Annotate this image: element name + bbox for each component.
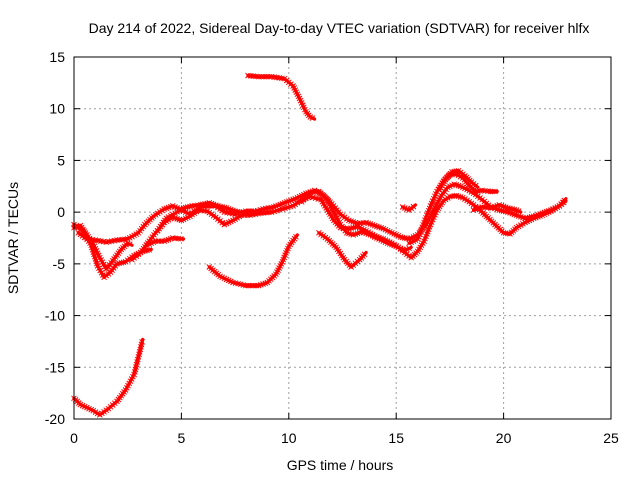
x-tick-label: 5 xyxy=(178,430,186,446)
data-point xyxy=(182,204,189,211)
x-tick-label: 20 xyxy=(496,430,512,446)
data-point xyxy=(200,201,206,208)
data-point xyxy=(255,73,262,80)
data-point xyxy=(505,205,511,211)
data-point xyxy=(477,187,483,194)
data-point xyxy=(348,225,354,232)
y-tick-label: -20 xyxy=(45,411,65,427)
series-track-14 xyxy=(436,167,480,193)
data-point xyxy=(261,73,267,80)
chart-title: Day 214 of 2022, Sidereal Day-to-day VTE… xyxy=(89,20,590,36)
data-point xyxy=(146,247,153,253)
data-point xyxy=(500,208,507,214)
y-tick-label: -5 xyxy=(53,256,66,272)
y-tick-label: 10 xyxy=(49,101,65,117)
x-axis-label: GPS time / hours xyxy=(287,457,394,473)
data-point xyxy=(232,208,238,214)
series-track-1 xyxy=(71,337,145,418)
data-point xyxy=(522,215,528,222)
series-track-5 xyxy=(399,203,418,213)
plot-frame xyxy=(73,56,612,420)
data-point xyxy=(242,282,249,289)
series-track-3 xyxy=(206,233,299,289)
data-point xyxy=(361,251,368,258)
data-point xyxy=(401,235,408,241)
grid-layer xyxy=(74,57,611,419)
data-point xyxy=(253,282,260,289)
data-point xyxy=(397,234,404,240)
data-point xyxy=(250,282,257,289)
y-tick-label: -10 xyxy=(45,308,65,324)
data-point xyxy=(472,182,479,189)
data-point xyxy=(453,168,460,174)
data-point xyxy=(221,204,228,211)
y-axis-label: SDTVAR / TECUs xyxy=(5,182,21,294)
series-layer xyxy=(71,72,568,418)
data-point xyxy=(406,245,412,252)
series-track-4 xyxy=(316,229,368,270)
x-tick-label: 0 xyxy=(70,430,78,446)
x-tick-label: 25 xyxy=(603,430,619,446)
data-point xyxy=(490,188,496,195)
data-point xyxy=(492,188,498,195)
data-point xyxy=(498,207,505,214)
data-point xyxy=(505,230,511,237)
data-point xyxy=(487,188,494,195)
data-point xyxy=(263,73,270,80)
series-track-15 xyxy=(470,202,523,214)
data-point xyxy=(178,235,184,242)
data-point xyxy=(309,115,316,121)
y-tick-label: 5 xyxy=(57,152,65,168)
data-point xyxy=(118,259,125,266)
data-point xyxy=(258,73,265,80)
data-point xyxy=(217,203,223,210)
series-track-12 xyxy=(298,188,413,254)
y-tick-label: 15 xyxy=(49,49,65,65)
y-tick-label: 0 xyxy=(57,204,65,220)
y-tick-label: -15 xyxy=(45,359,65,375)
series-track-11 xyxy=(154,181,568,242)
data-point xyxy=(410,203,417,210)
data-point xyxy=(526,214,533,221)
tick-layer: 0 5 10 15 20 25 -20 -15 -10 -5 0 5 10 15 xyxy=(45,49,619,446)
data-point xyxy=(266,73,272,80)
data-point xyxy=(139,339,145,345)
data-point xyxy=(515,208,522,214)
data-point xyxy=(293,233,299,240)
data-point xyxy=(126,241,133,248)
x-tick-label: 15 xyxy=(388,430,404,446)
data-point xyxy=(245,282,252,289)
series-track-2 xyxy=(245,72,317,121)
x-tick-label: 10 xyxy=(281,430,297,446)
series-track-10 xyxy=(144,235,186,249)
data-point xyxy=(248,282,254,289)
data-point xyxy=(561,197,568,204)
